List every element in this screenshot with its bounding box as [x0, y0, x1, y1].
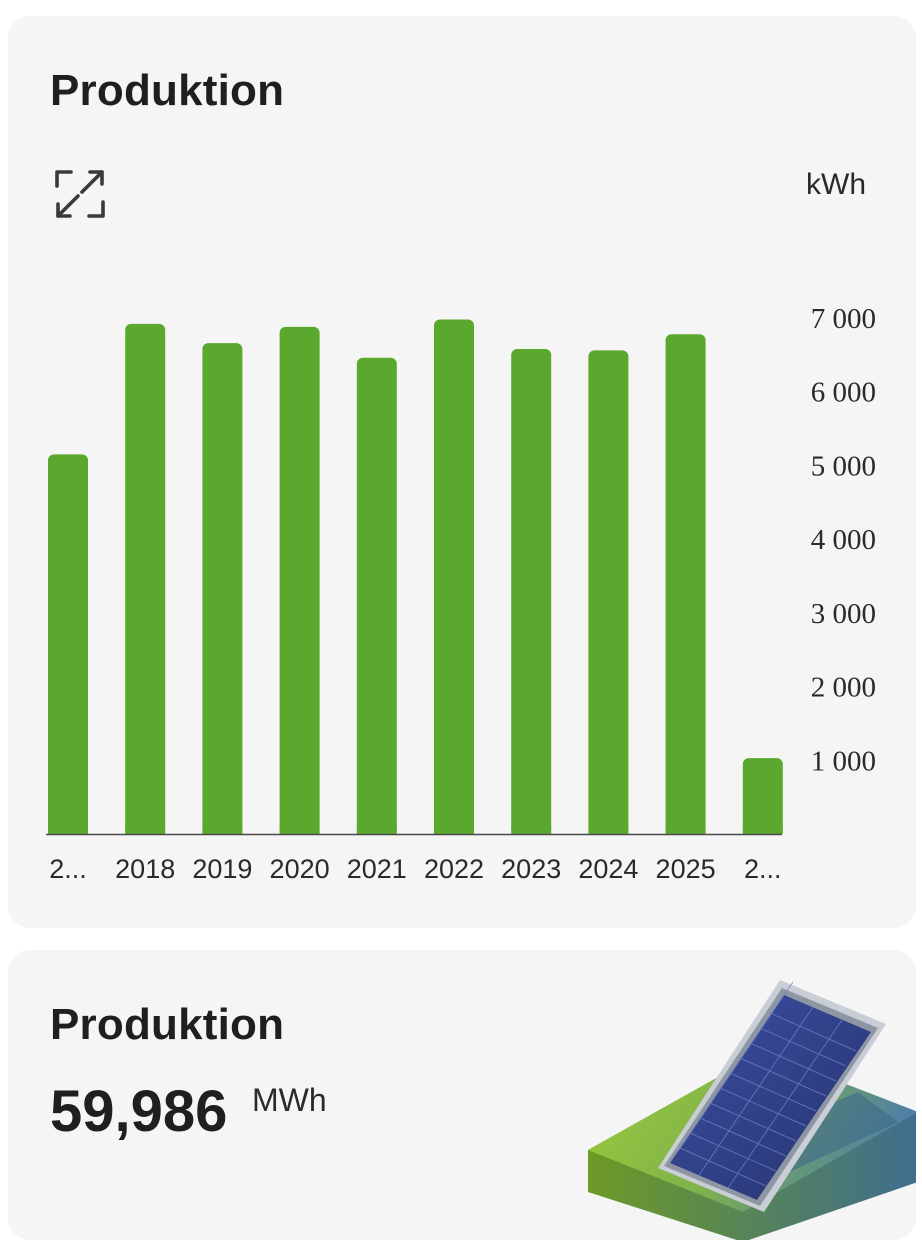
- bar-2025[interactable]: [665, 334, 706, 834]
- bar-2019[interactable]: [202, 343, 243, 834]
- bar-2021[interactable]: [356, 357, 397, 834]
- y-tick-label: 5 000: [811, 450, 876, 482]
- x-tick-label: 2024: [578, 854, 638, 884]
- solar-panel-icon: [588, 980, 916, 1240]
- x-tick-label: 2021: [347, 854, 407, 884]
- x-tick-label: 2025: [656, 854, 716, 884]
- bar-2024[interactable]: [588, 350, 629, 834]
- y-tick-label: 3 000: [811, 598, 876, 630]
- total-value: 59,986: [50, 1079, 228, 1144]
- bar-2022[interactable]: [434, 319, 474, 835]
- bar-2018[interactable]: [125, 323, 166, 834]
- y-axis-unit: kWh: [806, 168, 866, 201]
- bar-base-2...: [742, 826, 783, 834]
- bar-base-2024: [588, 826, 629, 834]
- bar-base-2...: [48, 826, 88, 834]
- bar-2...[interactable]: [48, 454, 88, 834]
- bar-base-2018: [125, 826, 166, 834]
- bar-base-2025: [665, 826, 706, 834]
- y-tick-label: 6 000: [811, 377, 876, 409]
- bar-base-2023: [511, 826, 552, 834]
- bar-base-2022: [434, 826, 474, 834]
- production-chart-card: Produktion kWh 2... 2018 2019 2020 2021 2022 2…: [8, 16, 916, 928]
- chart-title: Produktion: [50, 66, 285, 115]
- bar-2020[interactable]: [279, 326, 320, 834]
- x-tick-label: 2...: [744, 854, 782, 884]
- bar-2...[interactable]: [742, 758, 783, 834]
- total-title: Produktion: [50, 1000, 285, 1049]
- production-total-card: Produktion 59,986 MWh: [8, 950, 916, 1240]
- bar-base-2021: [356, 826, 397, 834]
- bar-base-2019: [202, 826, 243, 834]
- bar-2023[interactable]: [511, 348, 552, 834]
- bar-chart: 2... 2018 2019 2020 2021 2022 2023 2024 2025 2...…: [46, 303, 876, 884]
- y-tick-label: 4 000: [811, 524, 876, 556]
- x-tick-label: 2020: [270, 854, 330, 884]
- y-tick-label: 1 000: [811, 745, 876, 777]
- y-tick-label: 7 000: [811, 303, 876, 335]
- x-tick-label: 2019: [192, 854, 252, 884]
- y-tick-label: 2 000: [811, 672, 876, 704]
- bar-base-2020: [279, 826, 320, 834]
- expand-icon[interactable]: [52, 166, 108, 222]
- x-tick-label: 2...: [49, 854, 87, 884]
- total-unit: MWh: [252, 1082, 327, 1118]
- x-tick-label: 2023: [501, 854, 561, 884]
- x-tick-label: 2018: [115, 854, 175, 884]
- x-tick-label: 2022: [424, 854, 484, 884]
